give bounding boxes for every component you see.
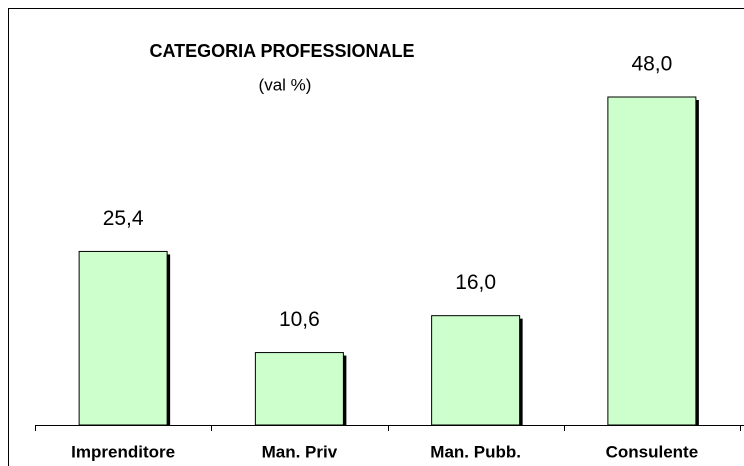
x-tick-label: Man. Priv [262,442,338,461]
bar [431,315,521,426]
x-tick-label: Man. Pubb. [430,442,521,461]
bar [607,96,697,426]
value-label: 10,6 [279,308,320,331]
x-tick-label: Imprenditore [71,442,175,461]
chart-subtitle: (val %) [259,75,312,94]
chart-title: CATEGORIA PROFESSIONALE [149,41,414,61]
value-label: 25,4 [103,207,144,230]
value-label: 48,0 [631,53,672,76]
value-label: 16,0 [455,271,496,294]
bar [254,352,344,426]
bar [78,250,168,426]
x-tick-label: Consulente [606,442,699,461]
